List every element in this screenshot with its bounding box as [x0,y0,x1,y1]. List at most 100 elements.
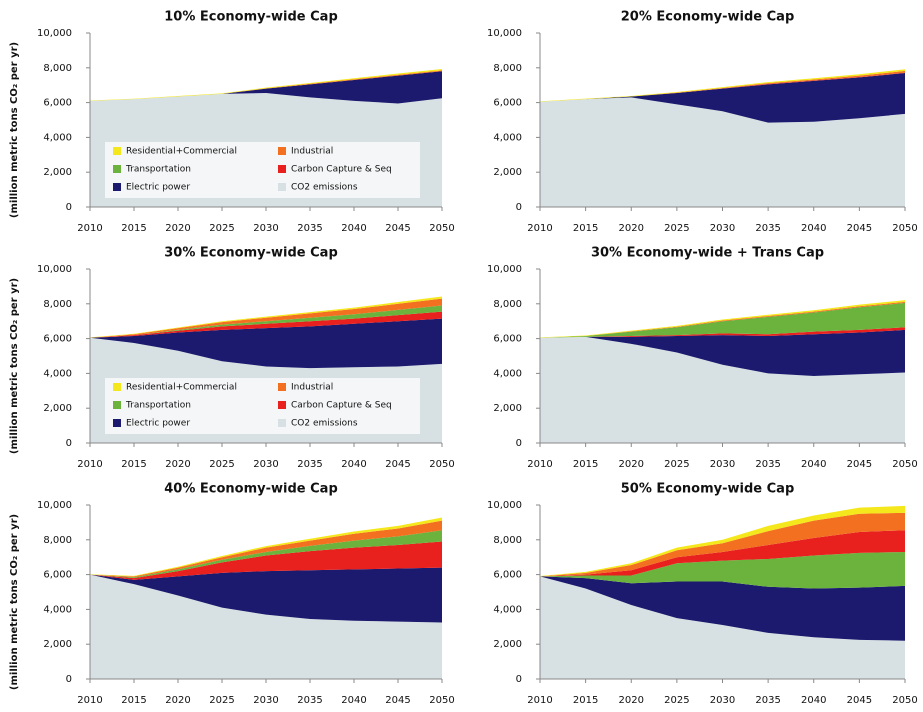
y-tick-label: 2,000 [493,639,522,650]
legend-swatch [278,183,286,191]
y-tick-label: 4,000 [43,368,72,379]
area-series [90,311,442,338]
x-tick-label: 2025 [664,695,689,706]
area-series [540,301,905,338]
y-tick-label: 8,000 [43,299,72,310]
x-tick-label: 2020 [619,223,644,234]
x-tick-label: 2010 [527,459,552,470]
legend-label: Carbon Capture & Seq [291,165,392,175]
y-tick-label: 6,000 [493,334,522,345]
y-tick-label: 6,000 [493,98,522,109]
y-tick-label: 2,000 [43,167,72,178]
chart: 10% Economy-wide Cap (million metric tons… [9,10,455,235]
legend-label: Industrial [291,383,333,393]
x-tick-label: 2030 [253,695,278,706]
x-tick-label: 2040 [341,695,366,706]
legend-label: Carbon Capture & Seq [291,401,392,411]
legend-swatch [278,419,286,427]
x-tick-label: 2030 [253,459,278,470]
legend-label: Residential+Commercial [126,147,237,157]
x-tick-label: 2015 [121,695,146,706]
y-axis-label: (million metric tons CO₂ per yr) [9,514,20,690]
x-tick-label: 2050 [892,223,917,234]
x-tick-label: 2040 [801,695,826,706]
chart-title: 10% Economy-wide Cap [164,10,338,25]
x-tick-label: 2015 [121,223,146,234]
x-tick-label: 2010 [77,223,102,234]
chart: 40% Economy-wide Cap (million metric tons… [9,482,455,707]
x-tick-label: 2035 [755,459,780,470]
area-series [90,530,442,579]
x-tick-label: 2025 [209,223,234,234]
legend-label: Electric power [126,183,190,193]
y-tick-label: 10,000 [487,28,522,39]
area-series [540,551,905,589]
x-tick-label: 2045 [847,459,872,470]
y-tick-label: 6,000 [43,98,72,109]
x-tick-label: 2010 [527,223,552,234]
area-series [90,296,442,338]
x-tick-label: 2040 [801,223,826,234]
legend-swatch [278,383,286,391]
x-tick-label: 2050 [892,695,917,706]
x-tick-label: 2020 [165,459,190,470]
y-tick-label: 4,000 [493,368,522,379]
x-tick-label: 2030 [710,695,735,706]
x-tick-label: 2030 [710,223,735,234]
area-series [90,567,442,623]
legend-swatch [113,165,121,173]
chart-title: 50% Economy-wide Cap [621,482,795,497]
y-tick-label: 4,000 [43,132,72,143]
x-tick-label: 2030 [710,459,735,470]
y-tick-label: 8,000 [43,535,72,546]
area-series [540,73,905,123]
area-series [540,576,905,679]
x-tick-label: 2030 [253,223,278,234]
x-tick-label: 2015 [573,223,598,234]
y-tick-label: 8,000 [43,63,72,74]
chart: 50% Economy-wide Cap 0 2,000 4,000 6,000 8,00… [487,482,918,707]
x-tick-label: 2050 [429,695,454,706]
legend-label: Transportation [125,401,191,411]
area-series [90,318,442,369]
chart-title: 30% Economy-wide Cap [164,246,338,261]
x-tick-label: 2050 [429,459,454,470]
y-tick-label: 10,000 [487,500,522,511]
y-tick-label: 6,000 [43,334,72,345]
area-series [90,71,442,104]
y-tick-label: 8,000 [493,299,522,310]
area-series [90,520,442,578]
area-series [540,576,905,641]
x-tick-label: 2010 [77,695,102,706]
area-series [540,97,905,207]
y-tick-label: 0 [516,438,522,449]
y-tick-label: 10,000 [37,264,72,275]
x-tick-label: 2020 [165,223,190,234]
x-tick-label: 2045 [385,459,410,470]
y-tick-label: 4,000 [493,132,522,143]
legend-label: Industrial [291,147,333,157]
y-tick-label: 0 [516,202,522,213]
x-tick-label: 2035 [755,223,780,234]
chart: 20% Economy-wide Cap 0 2,000 4,000 6,000 8,00… [487,10,918,235]
area-series [540,302,905,338]
legend-label: Electric power [126,419,190,429]
x-tick-label: 2025 [664,459,689,470]
legend-swatch [113,147,121,155]
x-tick-label: 2025 [664,223,689,234]
area-series [540,505,905,577]
y-tick-label: 4,000 [493,604,522,615]
x-tick-label: 2040 [341,223,366,234]
x-tick-label: 2035 [297,459,322,470]
y-tick-label: 2,000 [43,639,72,650]
y-tick-label: 8,000 [493,63,522,74]
x-tick-label: 2045 [385,695,410,706]
legend-label: CO2 emissions [291,183,358,193]
area-series [90,305,442,338]
y-tick-label: 0 [66,438,72,449]
y-tick-label: 8,000 [493,535,522,546]
area-series [540,300,905,338]
x-tick-label: 2040 [341,459,366,470]
y-tick-label: 0 [66,202,72,213]
